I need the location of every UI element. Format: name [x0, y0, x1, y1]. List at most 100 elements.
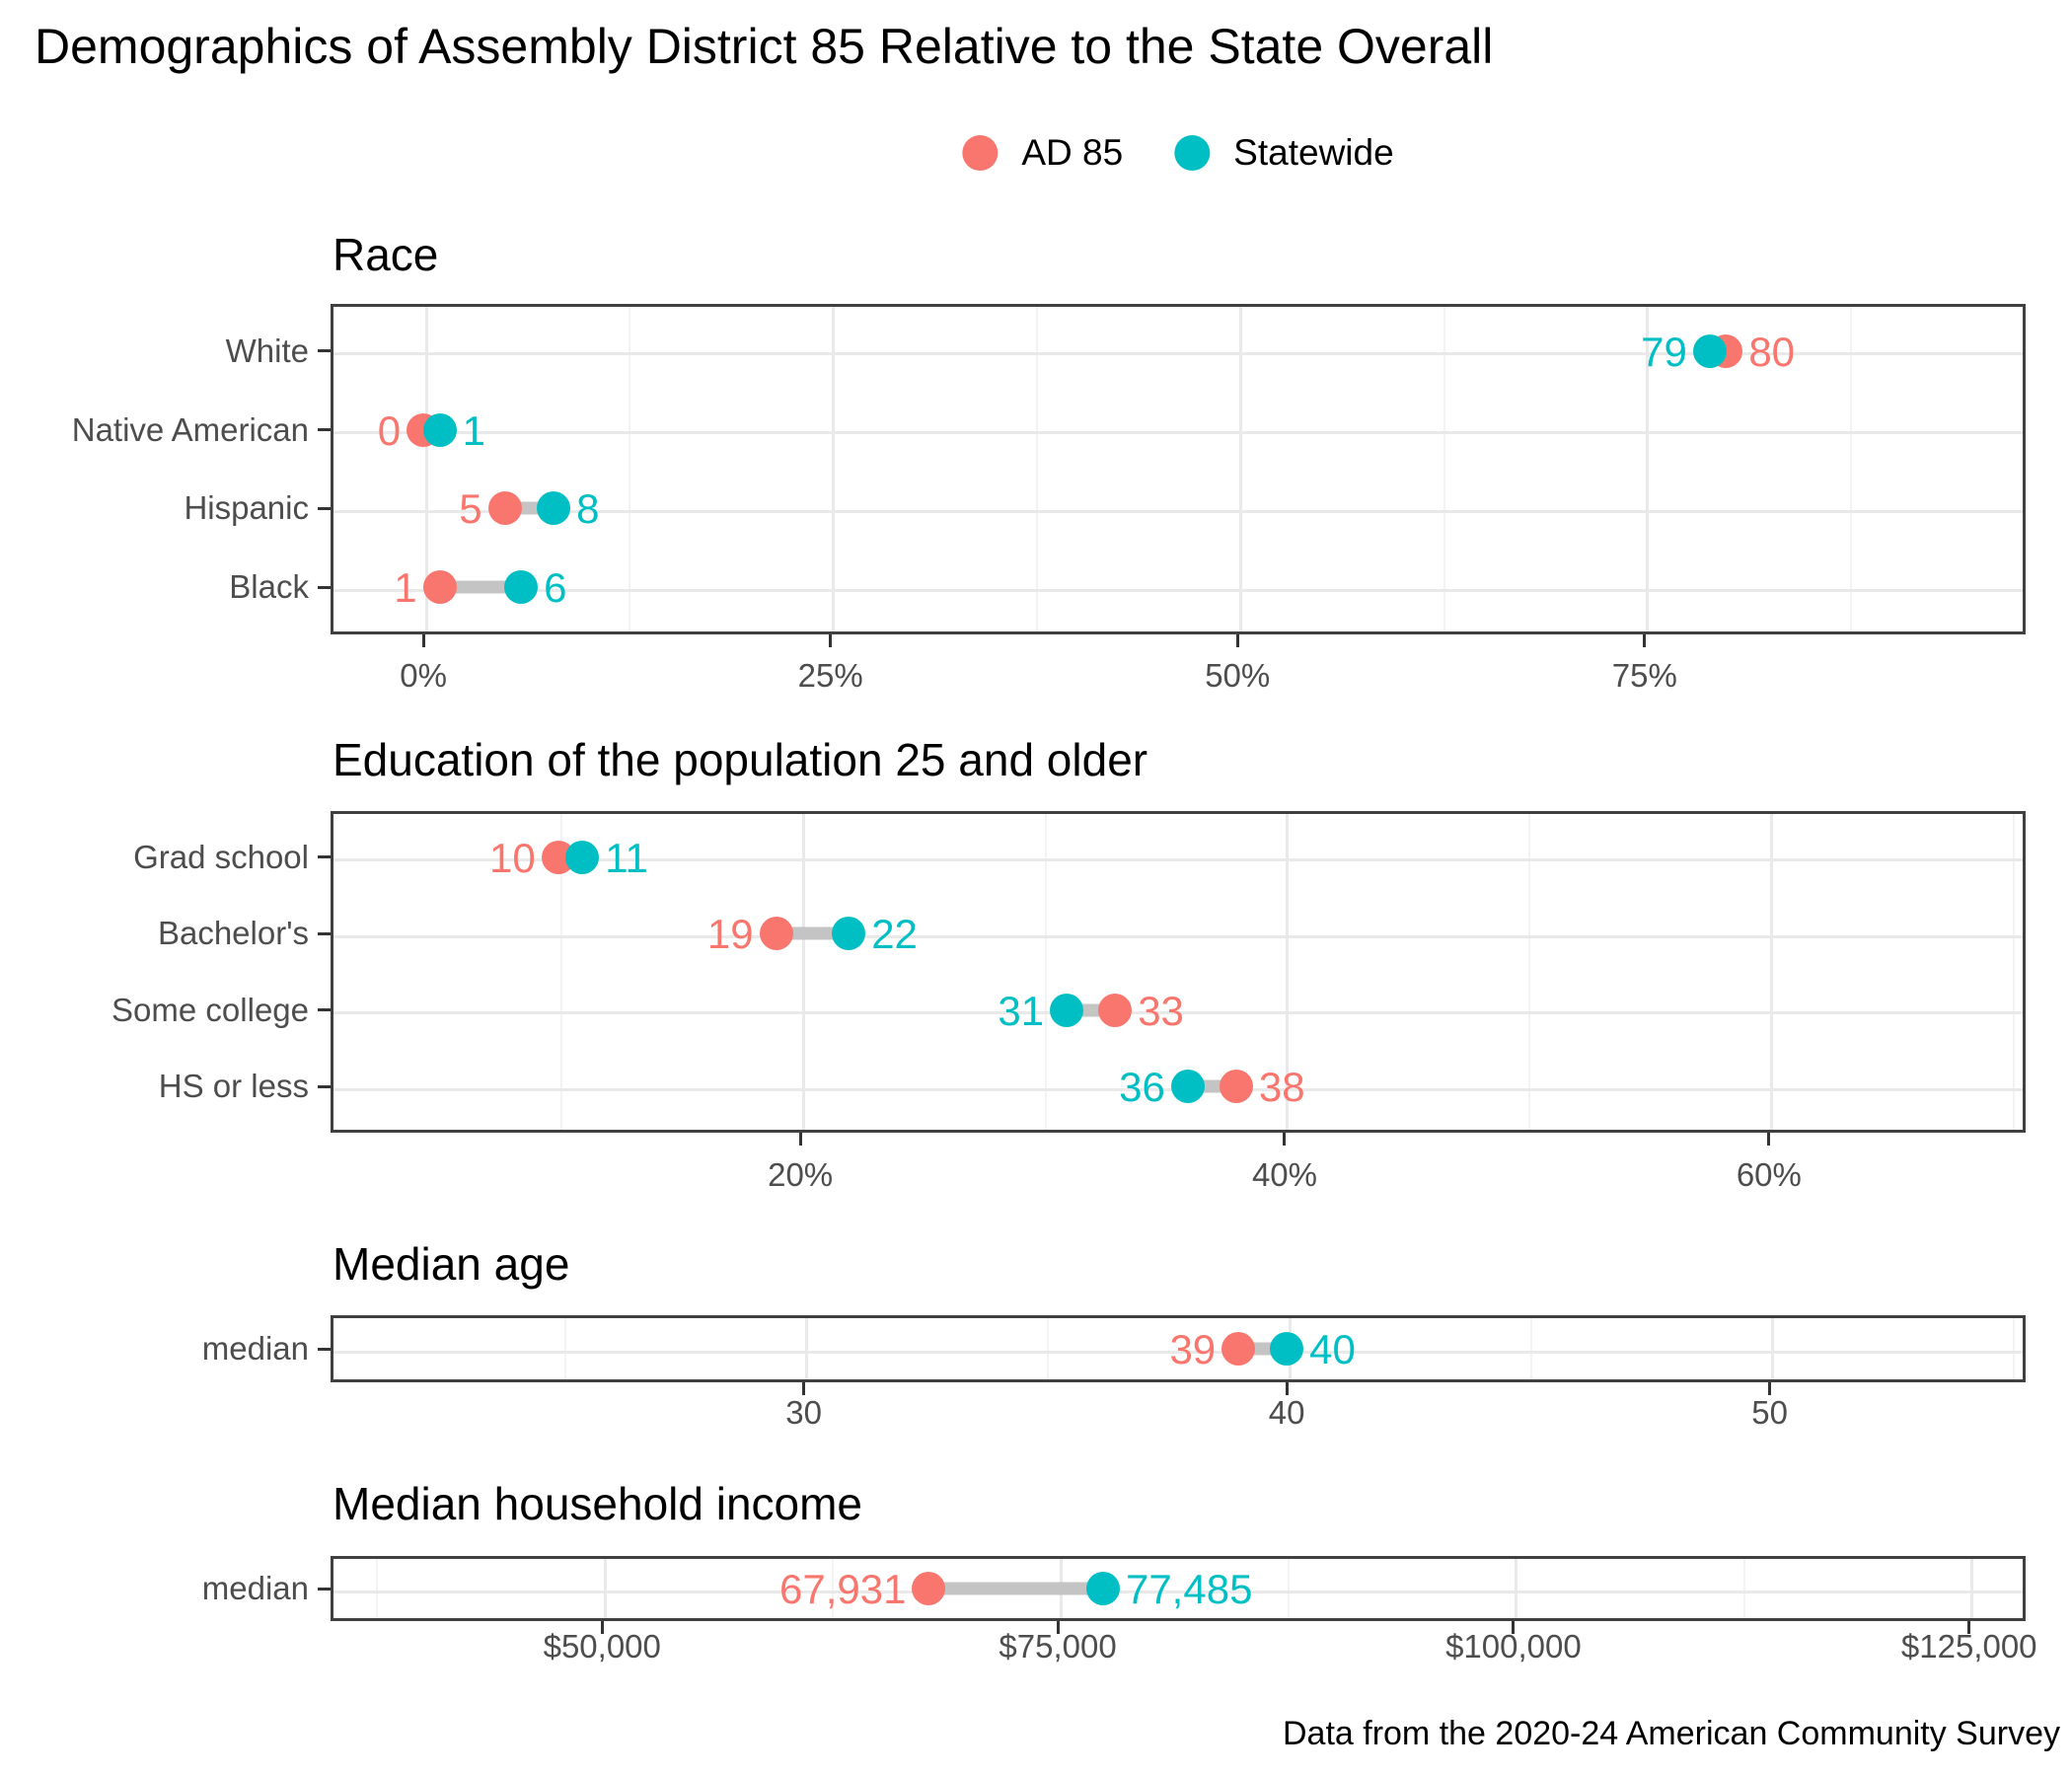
- category-label-white: White: [225, 332, 309, 369]
- gridline-row: [333, 431, 2023, 435]
- category-label-native-american: Native American: [71, 410, 309, 448]
- x-tick-label: 75%: [1611, 657, 1677, 694]
- gridline-minor: [563, 1318, 566, 1379]
- legend-label-statewide: Statewide: [1233, 132, 1394, 173]
- y-tick-mark: [318, 585, 331, 589]
- gridline-major: [424, 307, 428, 631]
- gridline-row: [333, 1590, 2023, 1593]
- ad85-value-label: 67,931: [779, 1566, 907, 1612]
- statewide-dot: [1270, 1332, 1304, 1366]
- ad85-value-label: 39: [1169, 1326, 1217, 1372]
- ad85-value-label: 0: [377, 407, 402, 454]
- panel-title-race: Race: [333, 229, 439, 280]
- y-tick-mark: [318, 1084, 331, 1088]
- gridline-row: [333, 934, 2023, 938]
- statewide-value-label: 8: [576, 485, 600, 533]
- statewide-dot: [537, 491, 571, 526]
- gridline-minor: [629, 307, 631, 631]
- panel-median-income: [331, 1556, 2026, 1621]
- x-tick-mark: [802, 1382, 806, 1395]
- ad85-value-label: 5: [459, 485, 482, 533]
- gridline-row: [333, 509, 2023, 513]
- category-label-black: Black: [229, 568, 309, 606]
- statewide-dot: [1085, 1572, 1120, 1605]
- page-title: Demographics of Assembly District 85 Rel…: [35, 19, 1494, 74]
- caption: Data from the 2020-24 American Community…: [1282, 1715, 2060, 1752]
- gridline-major: [1286, 814, 1290, 1130]
- x-tick-label: 40%: [1251, 1156, 1318, 1193]
- gridline-row: [333, 1011, 2023, 1015]
- y-tick-mark: [318, 1347, 331, 1351]
- category-label-median: median: [201, 1570, 309, 1606]
- statewide-dot: [1692, 333, 1727, 368]
- x-tick-label: 20%: [768, 1156, 834, 1193]
- panel-title-median-age: Median age: [333, 1238, 570, 1290]
- x-tick-label: 0%: [400, 657, 447, 694]
- x-tick-label: 50: [1751, 1394, 1788, 1431]
- gridline-major: [1515, 1559, 1518, 1618]
- x-tick-label: 50%: [1205, 657, 1271, 694]
- statewide-value-label: 11: [605, 834, 648, 881]
- category-label-median: median: [201, 1330, 309, 1367]
- statewide-value-label: 22: [871, 911, 918, 958]
- x-tick-mark: [798, 1133, 802, 1146]
- statewide-dot: [832, 917, 866, 951]
- x-tick-mark: [829, 634, 833, 647]
- legend-item-statewide: Statewide: [1174, 132, 1394, 174]
- gridline-minor: [1047, 1318, 1050, 1379]
- y-tick-mark: [318, 931, 331, 935]
- statewide-value-label: 6: [544, 564, 567, 612]
- ad85-value-label: 19: [706, 911, 754, 958]
- statewide-value-label: 40: [1309, 1326, 1356, 1372]
- ad85-value-label: 10: [488, 834, 536, 881]
- x-tick-mark: [1285, 1382, 1289, 1395]
- y-tick-mark: [318, 855, 331, 859]
- gridline-minor: [1443, 307, 1445, 631]
- x-tick-label: $100,000: [1445, 1628, 1582, 1665]
- statewide-value-label: 36: [1119, 1064, 1165, 1111]
- gridline-major: [603, 1559, 607, 1618]
- statewide-dot: [1050, 993, 1084, 1027]
- statewide-value-label: 1: [462, 407, 485, 454]
- gridline-row: [333, 858, 2023, 862]
- x-tick-mark: [1283, 1133, 1287, 1146]
- category-label-grad-school: Grad school: [133, 838, 309, 875]
- statewide-value-label: 77,485: [1125, 1566, 1253, 1612]
- statewide-dot: [504, 570, 539, 605]
- statewide-value-label: 31: [998, 987, 1045, 1034]
- gridline-minor: [559, 814, 562, 1130]
- statewide-dot: [565, 840, 600, 874]
- gridline-minor: [1528, 814, 1531, 1130]
- legend-label-ad85: AD 85: [1021, 132, 1124, 173]
- y-tick-mark: [318, 428, 331, 432]
- ad85-value-label: 38: [1258, 1064, 1305, 1111]
- gridline-major: [1646, 307, 1650, 631]
- legend: AD 85 Statewide: [962, 132, 1394, 174]
- category-label-bachelor-s: Bachelor's: [157, 915, 309, 952]
- ad85-dot: [1221, 1332, 1256, 1366]
- x-tick-label: $75,000: [999, 1628, 1117, 1665]
- y-tick-mark: [318, 506, 331, 510]
- gridline-major: [801, 814, 805, 1130]
- category-label-some-college: Some college: [111, 991, 309, 1028]
- statewide-dot: [422, 412, 457, 447]
- gridline-row: [333, 588, 2023, 592]
- gridline-minor: [1035, 307, 1038, 631]
- panel-race: [331, 304, 2026, 634]
- ad85-dot: [487, 491, 522, 526]
- x-tick-mark: [1235, 634, 1239, 647]
- gridline-minor: [2013, 1318, 2016, 1379]
- panel-title-education: Education of the population 25 and older: [333, 734, 1148, 785]
- gridline-major: [832, 307, 836, 631]
- category-label-hs-or-less: HS or less: [158, 1068, 309, 1105]
- ad85-dot: [1219, 1070, 1253, 1104]
- gridline-minor: [1287, 1559, 1290, 1618]
- y-tick-mark: [318, 349, 331, 353]
- gridline-major: [1238, 307, 1242, 631]
- gridline-minor: [376, 1559, 379, 1618]
- x-tick-mark: [1768, 1382, 1772, 1395]
- gridline-minor: [1044, 814, 1047, 1130]
- gridline-major: [805, 1318, 809, 1379]
- y-tick-mark: [318, 1008, 331, 1012]
- ad85-dot: [1098, 993, 1133, 1027]
